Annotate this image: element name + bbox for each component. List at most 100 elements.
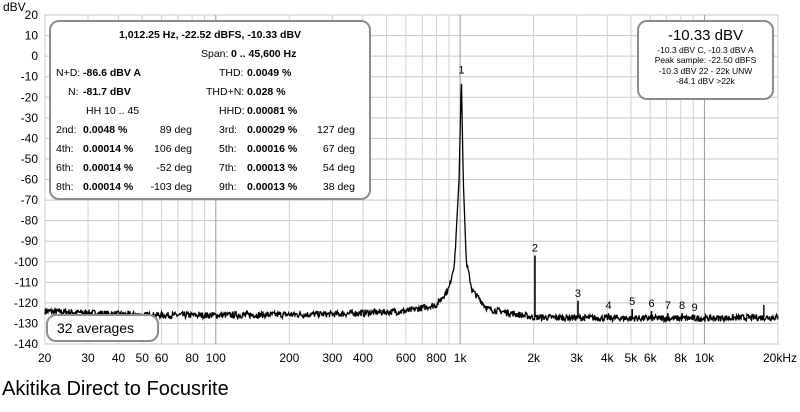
y-tick-label: -70 [21,193,39,207]
harmonic-phase-right: 127 deg [317,124,355,136]
harmonic-label-right: 5th: [219,143,237,155]
stats-panel: 1,012.25 Hz, -22.52 dBFS, -10.33 dBV Spa… [49,20,371,200]
harmonic-label-right: 3rd: [219,124,238,136]
harmonic-label: 3 [575,288,581,300]
span-value: 0 .. 45,600 Hz [231,48,297,60]
harmonic-label: 8 [679,300,685,312]
harmonic-label: 4 [605,300,611,312]
y-axis-unit: dBV [3,0,26,14]
y-tick-label: 20 [25,8,39,22]
harmonic-phase-left: 89 deg [159,124,192,136]
harmonic-value-right: 0.00029 % [247,124,298,136]
harmonic-value-left: 0.00014 % [83,143,134,155]
harmonic-label: 7 [665,300,671,312]
harmonic-label-right: 7th: [219,162,237,174]
harmonic-phase-right: 67 deg [322,143,355,155]
harmonic-phase-left: -103 deg [150,181,192,193]
n-value: -81.7 dBV [83,86,131,98]
x-tick-label: 200 [279,351,299,365]
y-tick-label: -130 [14,316,38,330]
y-tick-label: -20 [21,90,39,104]
hh-label: HH 10 .. 45 [86,105,140,117]
level-panel: -10.33 dBV -10.3 dBV C, -10.3 dBV A Peak… [637,20,774,100]
harmonic-label-right: 9th: [219,181,237,193]
harmonic-label-left: 4th: [56,143,74,155]
x-tick-label: 8k [674,351,688,365]
x-tick-label: 100 [206,351,226,365]
x-tick-label: 50 [136,351,150,365]
y-tick-label: -40 [21,131,39,145]
harmonic-label: 1 [458,64,464,76]
x-tick-label: 4k [601,351,615,365]
n-label: N: [68,86,79,98]
harmonic-value-right: 0.00013 % [247,162,298,174]
x-tick-label: 800 [426,351,446,365]
harmonic-phase-right: 38 deg [322,181,355,193]
y-tick-label: -110 [15,275,38,289]
x-tick-label: 20 [38,351,52,365]
level-line-2: Peak sample: -22.50 dBFS [654,55,757,66]
y-tick-label: -60 [21,173,39,187]
harmonic-value-left: 0.00014 % [83,181,134,193]
level-main: -10.33 dBV [667,27,744,44]
harmonic-phase-left: 106 deg [154,143,192,155]
thdn-value: 0.028 % [247,86,286,98]
harmonic-lines [534,255,765,318]
y-axis-ticks: 20 10 0 -10 -20 -30 -40 -50 -60 -70 -80 -90 -100 -110… [14,8,38,351]
harmonic-label-left: 8th: [56,181,74,193]
harmonic-value-right: 0.00016 % [247,143,298,155]
harmonic-row: 6th: 0.00014 % -52 deg 7th: 0.00013 % 54 deg [51,161,369,175]
x-tick-label: 60 [155,351,169,365]
harmonic-row: 4th: 0.00014 % 106 deg 5th: 0.00016 % 67 deg [51,142,369,156]
x-tick-label: 2k [527,351,541,365]
harmonic-label: 2 [532,243,538,255]
x-tick-label: 5k [625,351,639,365]
y-tick-label: -30 [21,111,39,125]
thd-label: THD: [219,67,244,79]
x-tick-label: 30 [81,351,95,365]
nd-value: -86.6 dBV A [83,67,141,79]
y-tick-label: -120 [14,296,38,310]
spectrum-trace [44,83,779,324]
x-axis-ticks: 20 30 40 50 60 80 100 200 300 400 600 800 1k 2k 3k 4k 5k… [38,351,797,365]
x-tick-label: 400 [353,351,373,365]
stats-headline: 1,012.25 Hz, -22.52 dBFS, -10.33 dBV [118,29,302,41]
y-tick-label: 10 [25,29,39,43]
harmonic-labels: 1 2 3 4 5 6 7 8 9 [458,64,697,314]
y-tick-label: -90 [21,234,39,248]
x-tick-label: 40 [112,351,126,365]
harmonic-row: 8th: 0.00014 % -103 deg 9th: 0.00013 % 38 deg [51,180,369,194]
level-line-4: -84.1 dBV >22k [676,76,735,87]
harmonic-value-left: 0.0048 % [83,124,128,136]
thdn-label: THD+N: [206,86,245,98]
x-tick-label: 1k [454,351,468,365]
level-line-1: -10.3 dBV C, -10.3 dBV A [657,45,754,55]
x-tick-label: 600 [396,351,416,365]
span-label: Span: [201,48,229,60]
hhd-label: HHD: [219,105,245,117]
hhd-value: 0.00081 % [247,105,298,117]
harmonic-label: 9 [691,302,697,314]
x-tick-label: 10k [695,351,715,365]
y-tick-label: -10 [21,70,39,84]
y-tick-label: -100 [14,255,38,269]
harmonic-value-left: 0.00014 % [83,162,134,174]
harmonic-phase-left: -52 deg [156,162,192,174]
harmonic-label: 6 [648,298,654,310]
level-line-3: -10.3 dBV 22 - 22k UNW [658,65,753,76]
y-tick-label: -140 [14,337,38,351]
y-tick-label: -50 [21,152,39,166]
harmonic-phase-right: 54 deg [322,162,355,174]
x-tick-label: 80 [185,351,199,365]
x-tick-label: 20kHz [763,351,797,365]
harmonic-row: 2nd: 0.0048 % 89 deg 3rd: 0.00029 % 127 deg [51,123,369,137]
x-tick-label: 3k [570,351,584,365]
harmonic-value-right: 0.00013 % [247,181,298,193]
y-tick-label: -80 [21,214,39,228]
harmonic-label-left: 6th: [56,162,74,174]
y-tick-label: 0 [31,49,38,63]
harmonic-label-left: 2nd: [56,124,77,136]
averages-badge: 32 averages [46,314,159,342]
thd-value: 0.0049 % [247,67,292,79]
x-tick-label: 6k [644,351,658,365]
